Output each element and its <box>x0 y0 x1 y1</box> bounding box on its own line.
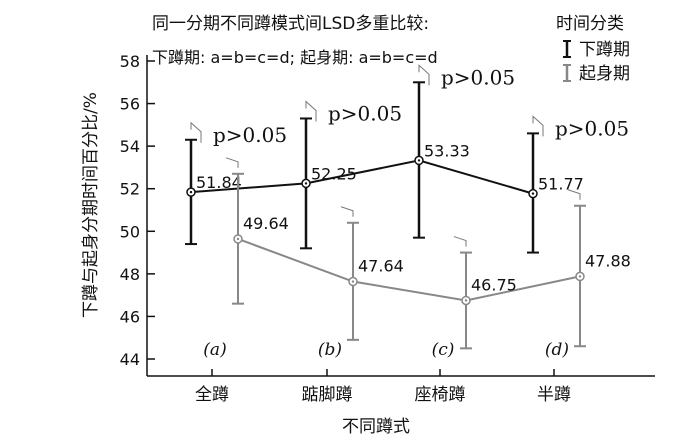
data-label: 51.84 <box>196 173 242 192</box>
data-point-center <box>464 299 468 302</box>
series-line <box>237 238 581 302</box>
legend-title: 时间分类 <box>556 14 624 34</box>
y-tick-label: 46 <box>120 307 140 326</box>
chart-title-line1: 同一分期不同蹲模式间LSD多重比较: <box>152 14 429 34</box>
x-tick-label: 踮脚蹲 <box>302 385 353 405</box>
y-tick-label: 56 <box>120 95 140 114</box>
y-tick-label: 50 <box>120 222 140 241</box>
y-tick-label: 52 <box>120 180 140 199</box>
data-label: 49.64 <box>243 214 289 233</box>
legend-label: 下蹲期 <box>579 40 630 60</box>
series-rise: 49.64 47.64 46.75 47.88 <box>232 172 631 350</box>
significance-label: p>0.05 <box>555 116 629 140</box>
category-tag: (c) <box>432 340 455 360</box>
x-tick-label: 全蹲 <box>195 385 229 405</box>
x-tick-label: 座椅蹲 <box>415 385 466 405</box>
data-point-center <box>531 192 535 195</box>
data-label: 52.25 <box>311 164 357 183</box>
data-point-center <box>417 159 421 162</box>
y-tick-label: 48 <box>120 265 140 284</box>
x-axis-label: 不同蹲式 <box>342 417 410 437</box>
data-point-center <box>304 182 308 185</box>
y-axis: 44 46 48 50 52 54 56 58 <box>120 52 155 376</box>
significance-bracket <box>418 64 467 247</box>
data-point-center <box>189 190 193 194</box>
y-tick-label: 54 <box>120 137 140 156</box>
legend-item: 下蹲期 <box>563 40 630 60</box>
y-axis-label: 下蹲与起身分期时间百分比/% <box>81 92 101 318</box>
x-axis: 全蹲 踮脚蹲 座椅蹲 半蹲 <box>147 369 655 405</box>
data-point-center <box>351 280 355 283</box>
y-tick-label: 44 <box>120 350 140 369</box>
chart-title-line2: 下蹲期: a=b=c=d; 起身期: a=b=c=d <box>152 48 438 67</box>
significance-bracket <box>190 121 239 168</box>
legend-label: 起身期 <box>579 64 630 84</box>
data-label: 53.33 <box>424 141 470 160</box>
category-tag: (d) <box>545 340 569 360</box>
data-label: 51.77 <box>538 175 584 194</box>
series-squat: 51.84 52.25 53.33 51.77 <box>185 81 584 254</box>
significance-label: p>0.05 <box>441 65 515 89</box>
category-tag: (a) <box>203 340 226 360</box>
data-point-center <box>236 237 240 241</box>
category-tag: (b) <box>318 340 342 360</box>
significance-label: p>0.05 <box>328 101 402 125</box>
legend-item: 起身期 <box>563 64 630 84</box>
data-point-center <box>578 275 582 278</box>
data-label: 47.64 <box>358 257 404 276</box>
data-label: 47.88 <box>585 251 631 270</box>
x-tick-label: 半蹲 <box>537 385 571 405</box>
data-label: 46.75 <box>471 275 517 294</box>
significance-bracket <box>532 115 581 200</box>
series-line <box>190 159 534 195</box>
significance-bracket <box>305 100 354 217</box>
significance-label: p>0.05 <box>213 123 287 147</box>
y-tick-label: 58 <box>120 52 140 71</box>
